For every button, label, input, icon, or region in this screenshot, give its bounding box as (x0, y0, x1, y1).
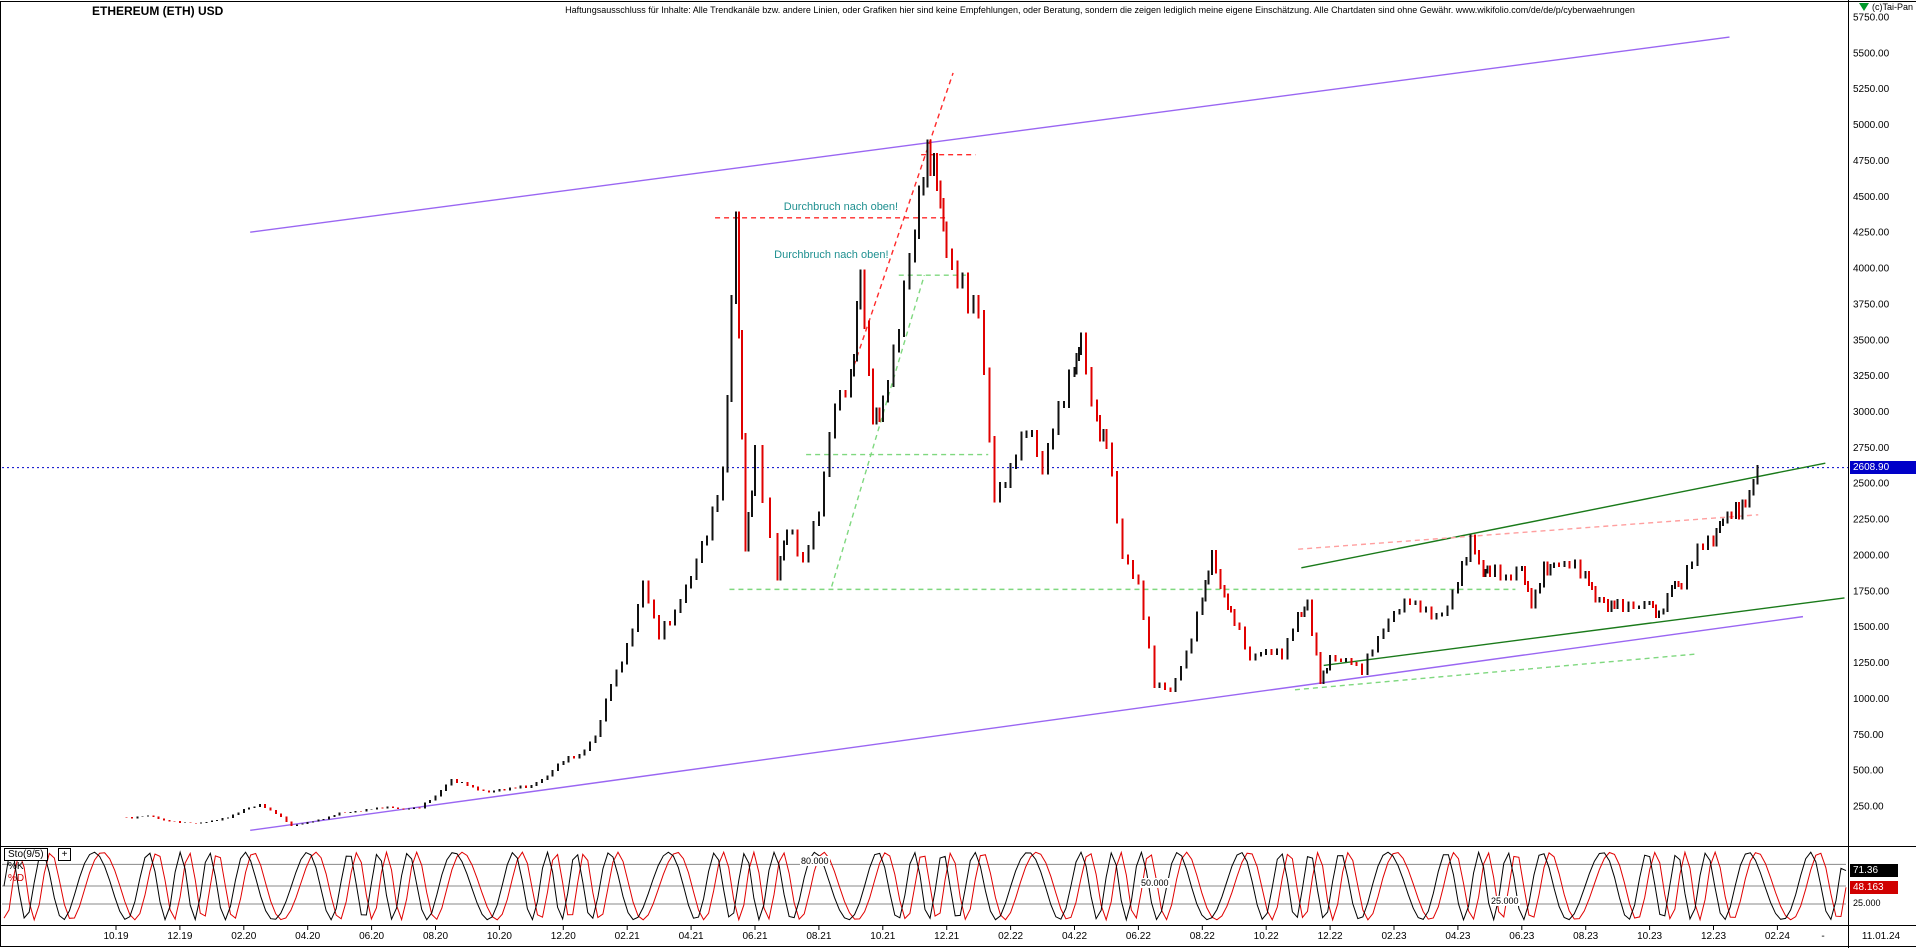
trendline-steep-trend (853, 72, 954, 366)
trendline-lower-purple-channel (250, 615, 1804, 832)
date-axis-label: 10.23 (1637, 931, 1662, 942)
price-axis-label: 4750.00 (1853, 156, 1890, 167)
price-axis-label: 3500.00 (1853, 335, 1890, 346)
copyright-label: (c)Tai-Pan (1871, 2, 1913, 12)
date-axis-label: 12.23 (1701, 931, 1726, 942)
date-axis-label: 04.22 (1062, 931, 1087, 942)
price-axis-label: 2750.00 (1853, 443, 1890, 454)
date-axis-label: 02.20 (231, 931, 256, 942)
price-axis-label: 4250.00 (1853, 228, 1890, 239)
indicator-label[interactable]: Sto(9/5) (4, 848, 48, 861)
date-axis-label: 02.22 (998, 931, 1023, 942)
date-axis-label: 02.23 (1381, 931, 1406, 942)
stochastic-level-25-label: 25.000 (1490, 896, 1520, 906)
chart-title: ETHEREUM (ETH) USD (92, 4, 224, 18)
price-axis-label: 3250.00 (1853, 371, 1890, 382)
date-axis-label: 06.20 (359, 931, 384, 942)
price-axis-label: 3750.00 (1853, 299, 1890, 310)
stochastic-k-line (3, 850, 1847, 922)
date-axis-label: 06.23 (1509, 931, 1534, 942)
annotation-text: Durchbruch nach oben! (784, 201, 898, 213)
stochastic-d-label: %D (8, 873, 25, 884)
trendline-upper-purple-channel (250, 36, 1730, 233)
price-axis-label: 4000.00 (1853, 264, 1890, 275)
triangle-down-icon (1858, 3, 1869, 11)
price-axis-label: 750.00 (1853, 730, 1884, 741)
price-axis-label: 500.00 (1853, 766, 1884, 777)
trendline-upper-green-channel (1301, 462, 1826, 569)
price-axis-label: 5250.00 (1853, 84, 1890, 95)
date-axis-label: 04.20 (295, 931, 320, 942)
date-axis-label: 10.22 (1254, 931, 1279, 942)
date-axis-label: 04.21 (679, 931, 704, 942)
price-axis-label: 4500.00 (1853, 192, 1890, 203)
price-axis-label: 2000.00 (1853, 550, 1890, 561)
price-axis-label: 5500.00 (1853, 48, 1890, 59)
date-axis-label: 08.21 (806, 931, 831, 942)
price-axis-label: 250.00 (1853, 801, 1884, 812)
price-axis-label: 1000.00 (1853, 694, 1890, 705)
trendline-rising-support (1294, 653, 1698, 691)
trendline-lower-green-channel (1323, 597, 1845, 667)
date-axis-label: 06.21 (742, 931, 767, 942)
price-axis-label: 1500.00 (1853, 622, 1890, 633)
stochastic-d-line (3, 850, 1847, 922)
date-axis-label: 12.21 (934, 931, 959, 942)
price-axis-label: 5000.00 (1853, 120, 1890, 131)
stochastic-d-value: 48.163 (1850, 881, 1898, 894)
stochastic-k-label: %K (8, 861, 24, 872)
copyright: (c)Tai-Pan (1858, 2, 1913, 12)
date-axis-label: 10.21 (870, 931, 895, 942)
date-axis-label: 10.20 (487, 931, 512, 942)
price-axis-label: 2250.00 (1853, 515, 1890, 526)
date-axis-label: 12.22 (1318, 931, 1343, 942)
date-axis-label: 12.20 (551, 931, 576, 942)
disclaimer-text: Haftungsausschluss für Inhalte: Alle Tre… (565, 5, 1635, 15)
indicator-expand-button[interactable]: + (58, 848, 71, 861)
date-axis-label: 08.22 (1190, 931, 1215, 942)
annotation-text: Durchbruch nach oben! (774, 249, 888, 261)
current-price-tag: 2608.90 (1850, 461, 1916, 474)
date-axis-label: 12.19 (167, 931, 192, 942)
trendlines (250, 36, 1845, 832)
price-axis-label: 1250.00 (1853, 658, 1890, 669)
price-axis-label: 3000.00 (1853, 407, 1890, 418)
price-axis-label: 2500.00 (1853, 479, 1890, 490)
price-axis-label: 1750.00 (1853, 586, 1890, 597)
date-axis-dash: - (1821, 931, 1824, 942)
date-axis-label: 02.21 (615, 931, 640, 942)
stochastic-axis-level: 25.000 (1853, 898, 1881, 908)
date-axis-label: 08.20 (423, 931, 448, 942)
candlesticks (125, 139, 1759, 826)
date-axis-label: 04.23 (1445, 931, 1470, 942)
last-session-label: 11.01.24 (1862, 931, 1901, 942)
price-axis-label: 5750.00 (1853, 13, 1890, 24)
date-axis-label: 10.19 (103, 931, 128, 942)
stochastic-level-80-label: 80.000 (800, 856, 830, 866)
trendline-breakout-diagonal (831, 275, 926, 587)
date-axis-label: 02.24 (1765, 931, 1790, 942)
stochastic-k-value: 71.36 (1850, 864, 1898, 877)
date-axis-label: 08.23 (1573, 931, 1598, 942)
date-axis-label: 06.22 (1126, 931, 1151, 942)
trendline-rising-resistance (1298, 514, 1759, 550)
stochastic-level-50-label: 50.000 (1140, 878, 1170, 888)
